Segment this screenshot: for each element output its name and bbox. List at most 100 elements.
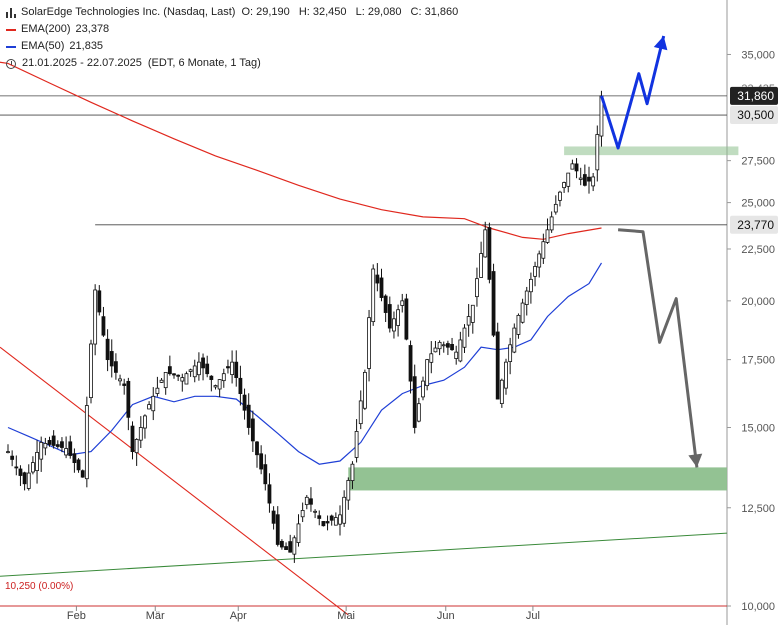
candle-up bbox=[562, 182, 566, 189]
candle-down bbox=[18, 468, 23, 476]
clock-icon bbox=[6, 58, 16, 69]
candle-up bbox=[362, 371, 367, 409]
price-axis[interactable]: 35,000 27,500 25,000 22,500 20,000 17,500 15,0… bbox=[5, 49, 778, 613]
candle-up bbox=[180, 377, 185, 382]
candle-down bbox=[383, 295, 388, 313]
ema200-label: EMA(200) bbox=[21, 23, 71, 35]
candle-up bbox=[35, 451, 39, 472]
instrument-row: SolarEdge Technologies Inc. (Nasdaq, Las… bbox=[6, 4, 464, 21]
candle-up bbox=[416, 403, 421, 422]
candle-down bbox=[22, 472, 27, 485]
candle-up bbox=[313, 510, 318, 513]
candle-down bbox=[445, 343, 450, 348]
candle-up bbox=[470, 304, 475, 323]
candle-up bbox=[26, 472, 31, 489]
candle-down bbox=[130, 425, 135, 453]
candle-up bbox=[425, 359, 430, 387]
candle-down bbox=[172, 373, 176, 376]
candle-up bbox=[392, 318, 396, 332]
ohlc-open: O: 29,190 bbox=[241, 6, 290, 18]
time-axis[interactable]: Feb Mär Apr Mai Jun Jul bbox=[67, 606, 540, 622]
candle-up bbox=[217, 379, 222, 390]
candle-up bbox=[213, 385, 218, 388]
candle-down bbox=[209, 375, 214, 380]
candle-up bbox=[454, 351, 459, 359]
candle-down bbox=[284, 546, 288, 551]
candle-up bbox=[184, 373, 189, 385]
candle-up bbox=[529, 278, 533, 293]
candle-down bbox=[487, 227, 492, 280]
candle-up bbox=[342, 496, 347, 524]
candle-up bbox=[30, 462, 35, 473]
candle-up bbox=[595, 134, 600, 171]
candle-up bbox=[591, 176, 596, 187]
candle-up bbox=[89, 343, 93, 399]
candle-down bbox=[105, 338, 110, 361]
x-tick-label: Feb bbox=[67, 610, 86, 622]
y-tick-label: 20,000 bbox=[741, 296, 775, 308]
ohlc-high: H: 32,450 bbox=[298, 6, 347, 18]
candle-down bbox=[47, 440, 52, 445]
candle-up bbox=[483, 229, 488, 258]
candle-down bbox=[259, 453, 264, 470]
candle-up bbox=[350, 463, 355, 481]
candle-down bbox=[72, 453, 77, 464]
candle-down bbox=[279, 540, 284, 548]
candle-up bbox=[159, 379, 164, 383]
candle-up bbox=[421, 380, 425, 398]
candle-down bbox=[242, 394, 247, 411]
candle-down bbox=[587, 176, 591, 182]
candle-down bbox=[76, 459, 81, 471]
y-tick-label: 10,000 bbox=[741, 601, 775, 613]
candle-up bbox=[292, 537, 297, 555]
candle-down bbox=[263, 464, 268, 485]
bullish-arrow bbox=[600, 35, 666, 150]
candle-down bbox=[10, 455, 15, 460]
candle-up bbox=[499, 379, 504, 404]
green-trendline bbox=[0, 532, 728, 577]
period-range: 21.01.2025 - 22.07.2025 bbox=[22, 57, 142, 69]
ema-lines bbox=[0, 61, 603, 465]
bearish-arrow bbox=[617, 228, 699, 468]
ema200-value: 23,378 bbox=[75, 23, 110, 35]
candle-up bbox=[221, 373, 226, 382]
candles bbox=[6, 90, 604, 563]
candle-up bbox=[367, 317, 371, 369]
candle-down bbox=[126, 380, 131, 418]
candle-down bbox=[205, 363, 210, 375]
bar-chart-icon bbox=[6, 7, 16, 18]
ema50-legend[interactable]: EMA(50) 21,835 bbox=[6, 38, 464, 55]
candle-down bbox=[271, 510, 276, 524]
candle-up bbox=[93, 289, 98, 345]
candle-down bbox=[408, 345, 413, 382]
candle-up bbox=[545, 229, 550, 243]
candle-down bbox=[80, 470, 85, 478]
candle-up bbox=[155, 387, 160, 394]
candle-up bbox=[296, 523, 301, 543]
candle-up bbox=[230, 361, 235, 376]
candle-up bbox=[558, 191, 562, 201]
ema200-legend[interactable]: EMA(200) 23,378 bbox=[6, 21, 464, 38]
candle-down bbox=[379, 277, 384, 298]
candle-down bbox=[574, 163, 579, 172]
x-tick-label: Mai bbox=[337, 610, 355, 622]
candle-up bbox=[466, 316, 471, 326]
candle-down bbox=[97, 290, 102, 313]
candle-up bbox=[396, 309, 401, 326]
candle-up bbox=[541, 241, 546, 259]
candle-down bbox=[114, 361, 118, 373]
candle-down bbox=[226, 366, 230, 369]
instrument-title: SolarEdge Technologies Inc. (Nasdaq, Las… bbox=[21, 6, 236, 18]
bearish-arrow-head bbox=[688, 453, 703, 468]
candle-up bbox=[163, 371, 168, 389]
candle-down bbox=[412, 376, 417, 428]
candle-down bbox=[109, 351, 114, 367]
candle-down bbox=[317, 515, 322, 519]
candle-up bbox=[118, 378, 122, 382]
candle-up bbox=[549, 216, 554, 231]
candle-down bbox=[288, 541, 293, 553]
candle-up bbox=[151, 395, 156, 412]
candle-down bbox=[167, 366, 172, 375]
candle-up bbox=[566, 172, 571, 187]
